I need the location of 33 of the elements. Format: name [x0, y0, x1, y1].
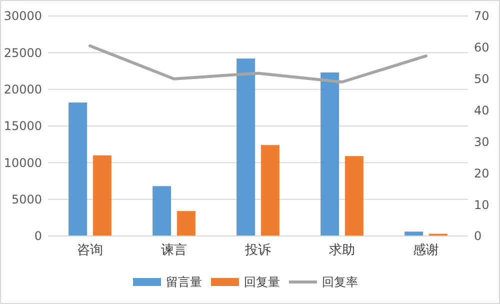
line-series: [88, 44, 428, 84]
y-tick-label: 10000: [4, 156, 42, 170]
y2-tick-label: 40: [474, 103, 490, 118]
bar: [68, 102, 88, 236]
x-tick-label: 求助: [329, 243, 355, 258]
y-tick-label: 15000: [4, 119, 42, 134]
bar: [260, 145, 280, 236]
bar: [176, 211, 196, 236]
y2-tick-label: 10: [474, 198, 490, 212]
y2-tick-label: 30: [474, 134, 490, 149]
bar: [236, 58, 256, 236]
x-tick-label: 咨询: [77, 243, 103, 258]
bar: [344, 156, 364, 236]
bar: [152, 186, 172, 236]
bar: [404, 232, 424, 236]
x-tick-label: 感谢: [413, 243, 439, 258]
y2-tick-label: 70: [474, 9, 490, 24]
y2-tick-label: 60: [474, 40, 490, 55]
legend-label: 留言量: [166, 275, 202, 290]
y-tick-label: 30000: [4, 9, 42, 24]
y2-tick-label: 0: [474, 229, 482, 244]
x-tick-label: 投诉: [244, 243, 271, 258]
legend-label: 回复率: [322, 275, 358, 290]
y2-tick-label: 20: [474, 166, 490, 180]
bar: [92, 155, 112, 236]
y-tick-label: 5000: [11, 192, 42, 207]
y2-tick-label: 50: [474, 72, 490, 86]
y-tick-label: 0: [34, 229, 42, 244]
legend-label: 回复量: [244, 275, 280, 290]
y-tick-label: 25000: [4, 46, 42, 60]
bar: [320, 72, 340, 236]
x-tick-label: 谏言: [161, 242, 187, 258]
y-tick-label: 20000: [4, 82, 42, 97]
